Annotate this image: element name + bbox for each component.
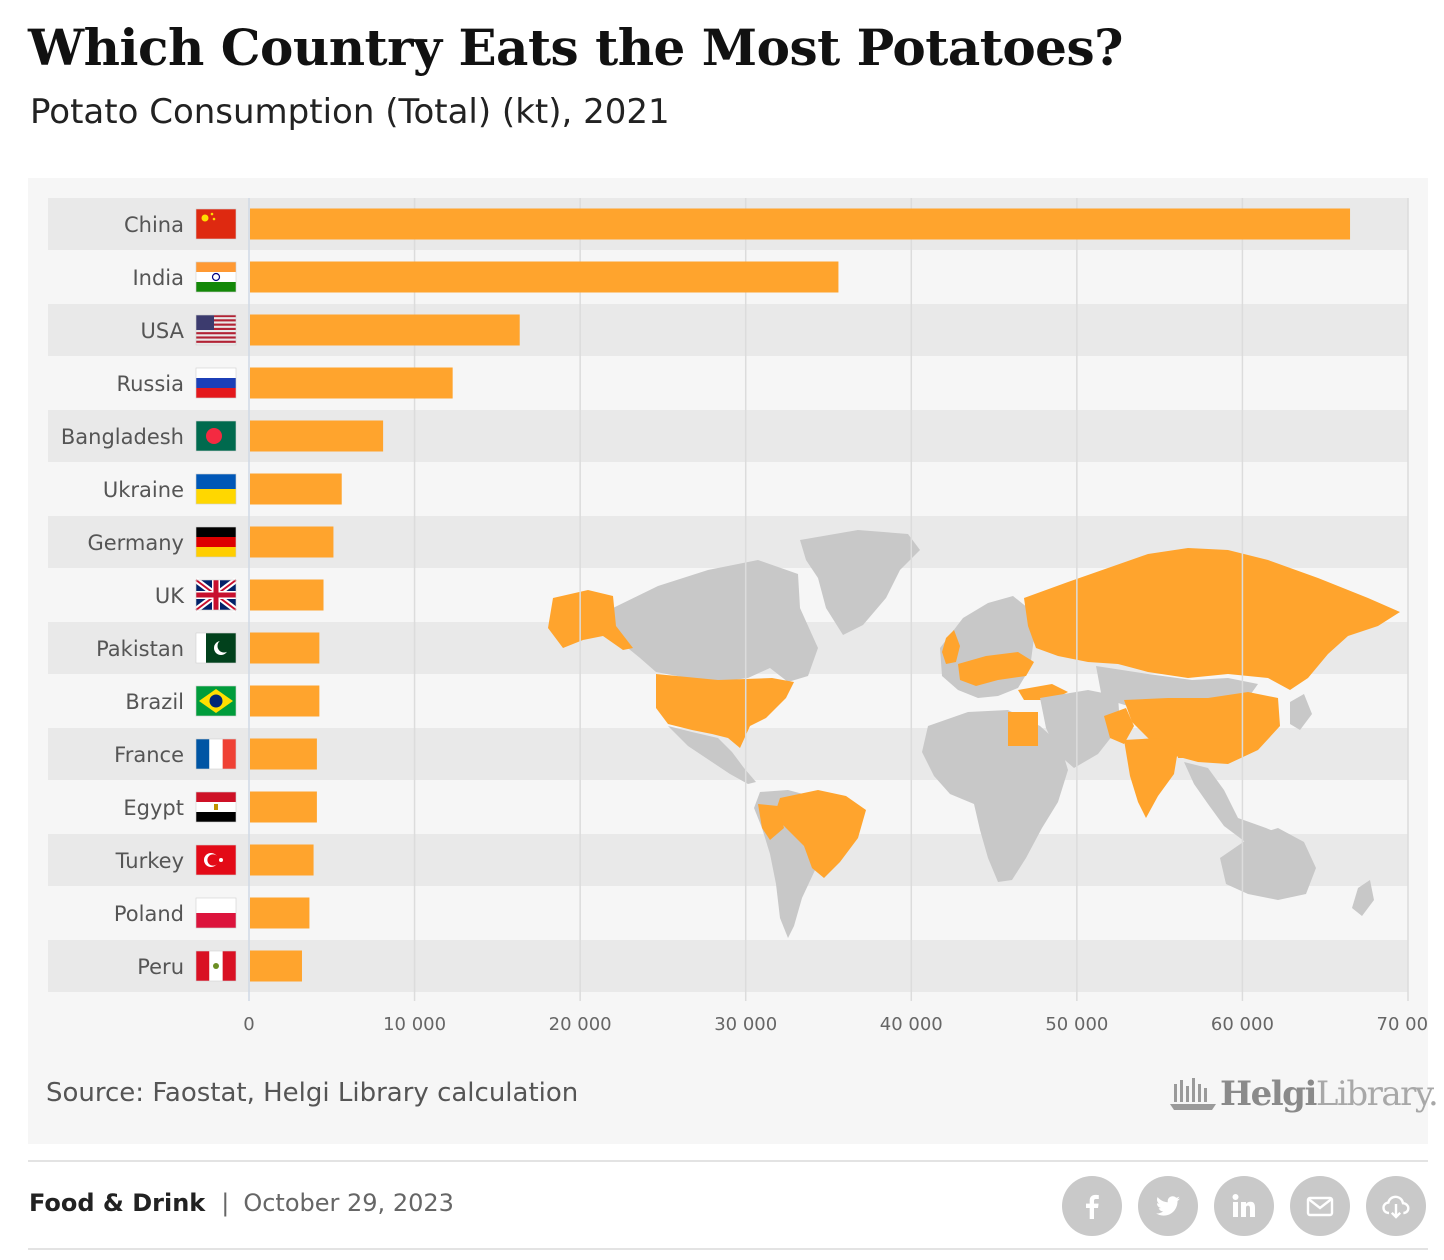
meta-separator: | xyxy=(221,1189,230,1217)
bar-russia xyxy=(250,367,453,399)
flag-russia-icon xyxy=(195,367,237,399)
linkedin-icon[interactable] xyxy=(1214,1176,1274,1236)
flag-uk-icon xyxy=(194,577,238,613)
x-tick-label: 70 000 xyxy=(1377,1014,1428,1035)
map-w-europe-highlight xyxy=(958,652,1034,686)
flag-germany-icon xyxy=(195,526,237,558)
bar-pakistan xyxy=(250,632,320,664)
category-label-russia: Russia xyxy=(116,372,184,396)
chart-title: Which Country Eats the Most Potatoes? xyxy=(28,18,1123,77)
map-central-asia xyxy=(1096,666,1258,706)
helgi-library-logo[interactable]: HelgiLibrary. xyxy=(1168,1074,1439,1114)
map-bangladesh xyxy=(1178,744,1188,758)
flag-france-icon xyxy=(195,738,237,770)
category-label-uk: UK xyxy=(155,584,185,608)
bar-usa xyxy=(250,314,520,346)
footer-divider-top xyxy=(28,1160,1428,1162)
map-africa xyxy=(922,710,1068,882)
flag-india-icon xyxy=(195,261,237,293)
bar-bangladesh xyxy=(250,420,384,452)
category-label-poland: Poland xyxy=(114,902,184,926)
footer-divider-bottom xyxy=(28,1248,1428,1250)
chart-subtitle: Potato Consumption (Total) (kt), 2021 xyxy=(30,92,670,132)
category-label-usa: USA xyxy=(141,319,185,343)
map-se-asia xyxy=(1184,762,1290,846)
flag-china-icon xyxy=(195,208,237,240)
bar-poland xyxy=(250,897,310,929)
map-canada xyxy=(613,560,818,682)
category-label-pakistan: Pakistan xyxy=(96,637,184,661)
flag-brazil-icon xyxy=(195,685,237,717)
map-australia xyxy=(1220,828,1316,900)
map-mideast xyxy=(1040,690,1120,768)
bar-uk xyxy=(250,579,324,611)
category-label-china: China xyxy=(124,213,184,237)
x-tick-label: 60 000 xyxy=(1211,1014,1274,1035)
map-usa xyxy=(656,674,794,748)
map-new-zealand xyxy=(1352,880,1374,916)
bar-peru xyxy=(250,950,302,982)
map-india xyxy=(1124,738,1178,818)
flag-ukraine-icon xyxy=(195,473,237,505)
twitter-icon[interactable] xyxy=(1138,1176,1198,1236)
flag-peru-icon xyxy=(195,950,237,982)
bar-germany xyxy=(250,526,334,558)
article-meta: Food & Drink | October 29, 2023 xyxy=(29,1189,454,1217)
category-label-peru: Peru xyxy=(137,955,184,979)
bar-egypt xyxy=(250,791,317,823)
bar-india xyxy=(250,261,839,293)
share-buttons xyxy=(1062,1176,1426,1236)
category-label-france: France xyxy=(114,743,184,767)
logo-text-library: Library. xyxy=(1315,1074,1439,1114)
x-tick-label: 0 xyxy=(243,1014,254,1035)
bar-chart: China India USA Russia Bangladesh Ukraine Germ… xyxy=(48,198,1428,1035)
map-mexico xyxy=(668,726,756,784)
flag-poland-icon xyxy=(195,897,237,929)
map-pakistan xyxy=(1104,708,1134,744)
download-cloud-icon[interactable] xyxy=(1366,1176,1426,1236)
category-link[interactable]: Food & Drink xyxy=(29,1189,206,1217)
map-greenland xyxy=(800,530,920,635)
category-label-brazil: Brazil xyxy=(125,690,184,714)
logo-text-helgi: Helgi xyxy=(1220,1074,1317,1114)
bar-ukraine xyxy=(250,473,342,505)
map-alaska xyxy=(548,590,633,650)
publish-date: October 29, 2023 xyxy=(243,1189,454,1217)
map-peru xyxy=(758,804,784,840)
world-map-background xyxy=(548,530,1400,938)
category-label-india: India xyxy=(132,266,184,290)
x-tick-label: 10 000 xyxy=(383,1014,446,1035)
category-label-turkey: Turkey xyxy=(115,849,184,873)
flag-usa-icon xyxy=(195,314,237,346)
facebook-icon[interactable] xyxy=(1062,1176,1122,1236)
bar-turkey xyxy=(250,844,314,876)
bar-brazil xyxy=(250,685,320,717)
source-note: Source: Faostat, Helgi Library calculati… xyxy=(46,1078,579,1108)
chart-panel: China India USA Russia Bangladesh Ukraine Germ… xyxy=(28,178,1439,1144)
category-label-ukraine: Ukraine xyxy=(103,478,184,502)
x-tick-label: 20 000 xyxy=(549,1014,612,1035)
logo-text: HelgiLibrary. xyxy=(1220,1074,1439,1114)
flag-pakistan-icon xyxy=(195,632,237,664)
map-uk xyxy=(942,630,960,664)
library-building-icon xyxy=(1170,1078,1216,1110)
x-tick-label: 50 000 xyxy=(1045,1014,1108,1035)
category-label-bangladesh: Bangladesh xyxy=(61,425,184,449)
map-brazil xyxy=(774,790,866,878)
map-russia xyxy=(1024,548,1400,690)
map-japan xyxy=(1290,694,1312,730)
x-tick-label: 40 000 xyxy=(880,1014,943,1035)
bar-france xyxy=(250,738,317,770)
flag-egypt-icon xyxy=(195,791,237,823)
flag-turkey-icon xyxy=(195,844,237,876)
category-label-germany: Germany xyxy=(87,531,184,555)
x-tick-label: 30 000 xyxy=(714,1014,777,1035)
flag-bangladesh-icon xyxy=(195,420,237,452)
category-label-egypt: Egypt xyxy=(123,796,184,820)
bar-china xyxy=(250,208,1351,240)
email-icon[interactable] xyxy=(1290,1176,1350,1236)
map-egypt xyxy=(1008,712,1038,746)
